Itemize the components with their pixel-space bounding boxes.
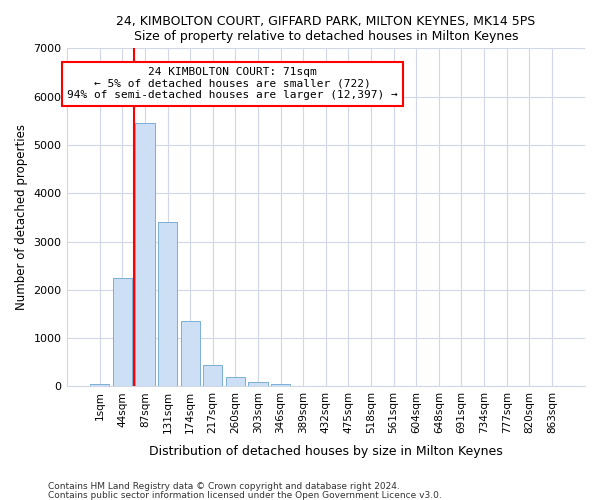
Text: Contains public sector information licensed under the Open Government Licence v3: Contains public sector information licen… — [48, 490, 442, 500]
Bar — [113, 278, 132, 386]
Bar — [136, 123, 155, 386]
Bar — [203, 364, 223, 386]
Bar — [226, 376, 245, 386]
Bar — [248, 382, 268, 386]
X-axis label: Distribution of detached houses by size in Milton Keynes: Distribution of detached houses by size … — [149, 444, 503, 458]
Text: Contains HM Land Registry data © Crown copyright and database right 2024.: Contains HM Land Registry data © Crown c… — [48, 482, 400, 491]
Text: 24 KIMBOLTON COURT: 71sqm
← 5% of detached houses are smaller (722)
94% of semi-: 24 KIMBOLTON COURT: 71sqm ← 5% of detach… — [67, 67, 398, 100]
Bar — [158, 222, 177, 386]
Bar — [181, 321, 200, 386]
Bar — [271, 384, 290, 386]
Bar — [90, 384, 109, 386]
Title: 24, KIMBOLTON COURT, GIFFARD PARK, MILTON KEYNES, MK14 5PS
Size of property rela: 24, KIMBOLTON COURT, GIFFARD PARK, MILTO… — [116, 15, 535, 43]
Y-axis label: Number of detached properties: Number of detached properties — [15, 124, 28, 310]
